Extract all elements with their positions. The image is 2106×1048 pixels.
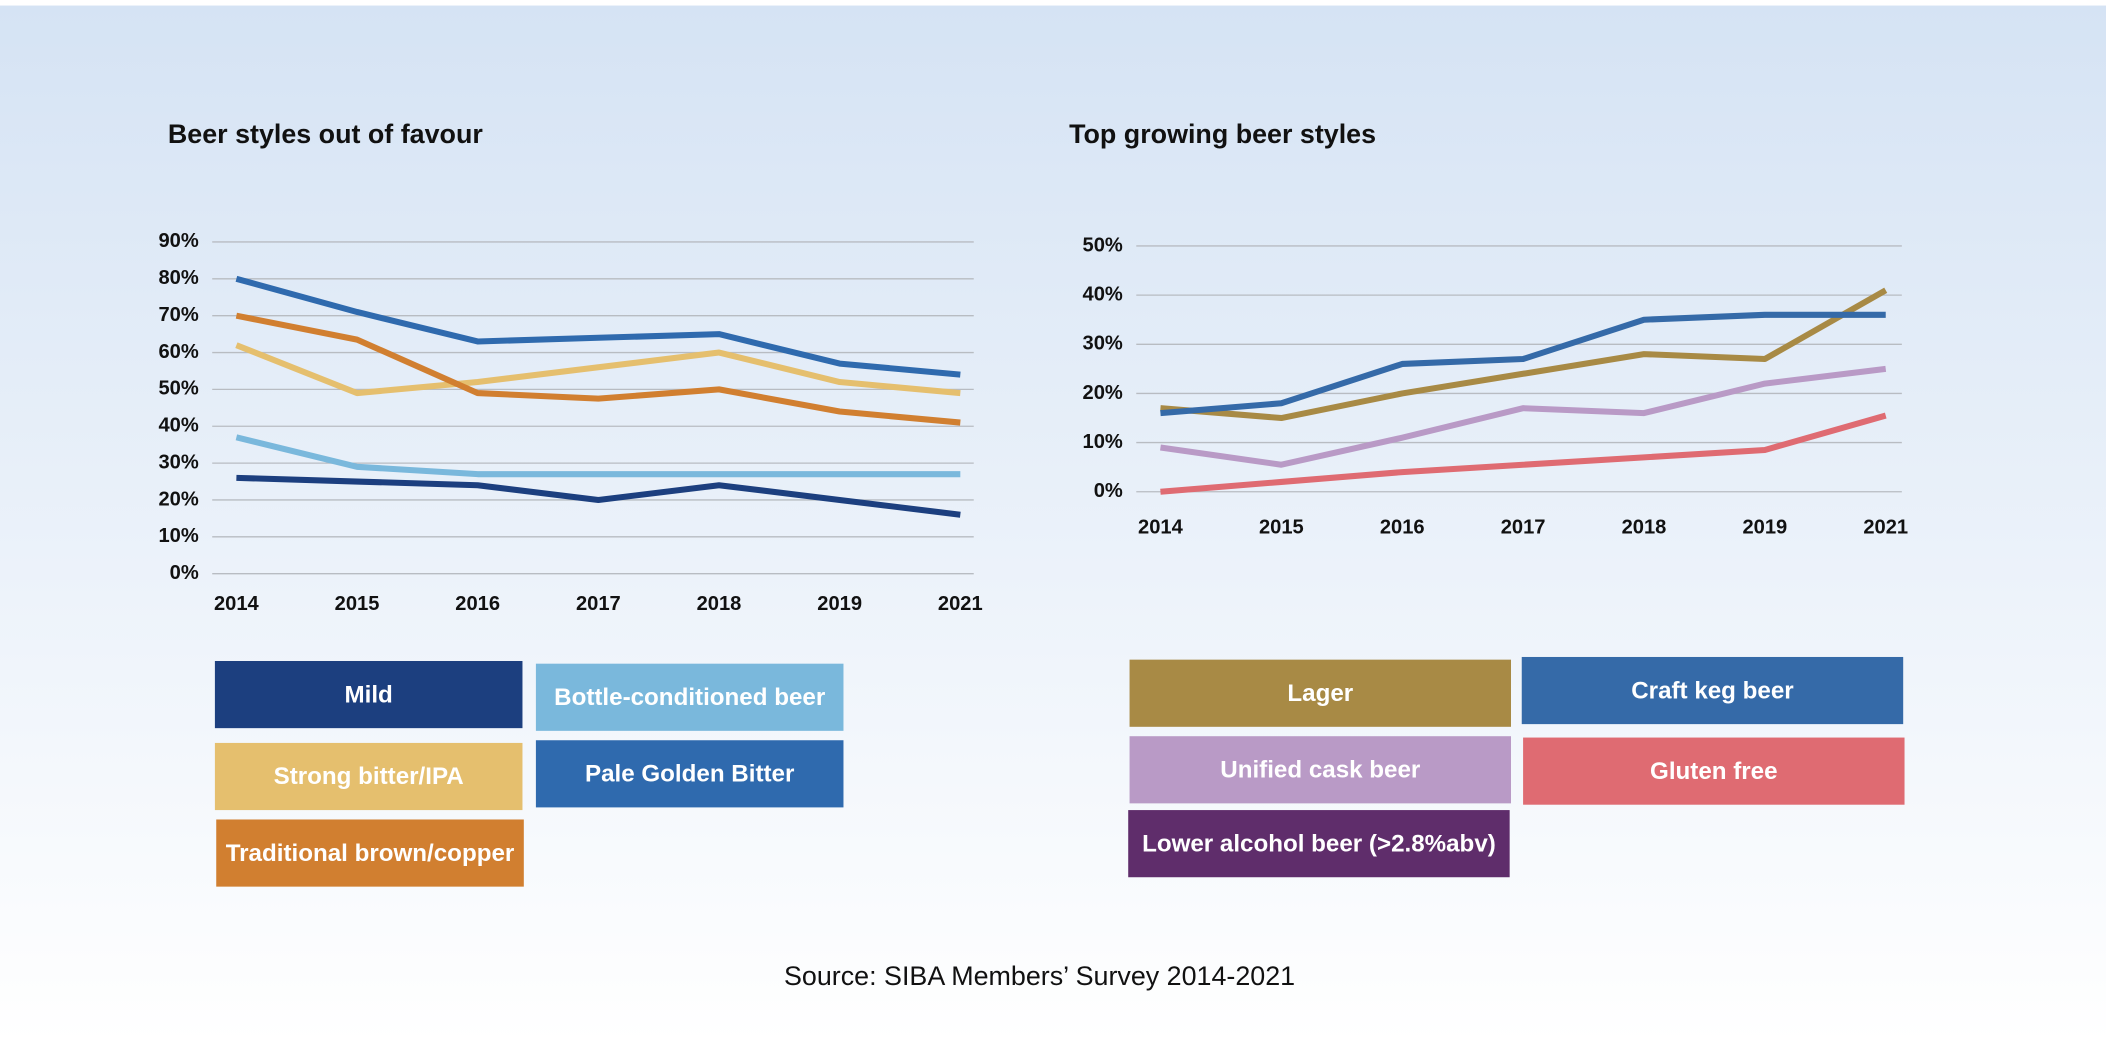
- x-tick-label: 2015: [335, 593, 380, 615]
- y-tick-label: 10%: [158, 525, 198, 547]
- y-tick-label: 0%: [1094, 480, 1123, 502]
- x-tick-label: 2016: [1380, 516, 1425, 538]
- legend-swatch: [1521, 656, 1904, 725]
- x-tick-label: 2014: [1138, 516, 1184, 538]
- legend-label: Craft keg beer: [1631, 677, 1794, 704]
- series-line: [235, 275, 961, 378]
- y-tick-label: 50%: [1083, 234, 1123, 256]
- legend-swatch: [214, 660, 523, 729]
- legend-label: Strong bitter/IPA: [274, 763, 464, 790]
- y-tick-label: 40%: [1083, 283, 1123, 305]
- x-tick-label: 2017: [576, 593, 621, 615]
- y-tick-label: 70%: [158, 304, 198, 326]
- legend-swatch: [216, 819, 524, 887]
- x-tick-label: 2018: [1622, 516, 1667, 538]
- y-tick-label: 20%: [1083, 382, 1123, 404]
- series-line: [235, 342, 961, 397]
- legend-label: Unified cask beer: [1220, 757, 1421, 784]
- y-tick-label: 50%: [158, 378, 198, 400]
- series-line: [1160, 365, 1887, 468]
- x-tick-label: 2014: [214, 593, 260, 615]
- x-tick-label: 2019: [817, 593, 862, 615]
- legend-swatch: [1128, 810, 1510, 878]
- legend-swatch: [214, 742, 523, 811]
- legend-label: Pale Golden Bitter: [585, 761, 795, 788]
- background: [0, 5, 2106, 1043]
- chart-title: Beer styles out of favour: [168, 119, 483, 149]
- y-tick-label: 90%: [158, 230, 198, 252]
- source-note: Source: SIBA Members’ Survey 2014-2021: [784, 961, 1295, 991]
- x-tick-label: 2015: [1259, 516, 1304, 538]
- legend-label: Traditional brown/copper: [226, 840, 515, 867]
- series-line: [235, 434, 961, 478]
- legend-label: Lower alcohol beer (>2.8%abv): [1142, 830, 1496, 857]
- y-tick-label: 20%: [158, 488, 198, 510]
- x-tick-label: 2021: [1863, 516, 1908, 538]
- y-tick-label: 40%: [158, 415, 198, 437]
- legend-label: Mild: [345, 681, 393, 708]
- legend-swatch: [1523, 737, 1905, 805]
- y-tick-label: 0%: [170, 562, 199, 584]
- x-tick-label: 2019: [1742, 516, 1787, 538]
- y-tick-label: 10%: [1083, 431, 1123, 453]
- series-line: [235, 312, 961, 426]
- series-line: [236, 474, 961, 518]
- series-line: [1160, 287, 1888, 422]
- legend-label: Gluten free: [1650, 758, 1778, 785]
- x-tick-label: 2017: [1501, 516, 1546, 538]
- legend-label: Bottle-conditioned beer: [554, 684, 826, 711]
- x-tick-label: 2018: [697, 593, 742, 615]
- y-tick-label: 30%: [1083, 333, 1123, 355]
- series-line: [1160, 412, 1887, 495]
- series-line: [1160, 311, 1886, 417]
- y-tick-label: 80%: [158, 267, 198, 289]
- legend-label: Lager: [1287, 680, 1353, 707]
- legend-swatch: [1129, 736, 1512, 804]
- legend-swatch: [535, 740, 844, 808]
- legend-swatch: [535, 663, 844, 731]
- x-tick-label: 2016: [455, 593, 500, 615]
- y-tick-label: 60%: [158, 341, 198, 363]
- y-tick-label: 30%: [158, 451, 198, 473]
- x-tick-label: 2021: [938, 593, 983, 615]
- legend-swatch: [1129, 659, 1512, 727]
- chart-title: Top growing beer styles: [1069, 119, 1376, 149]
